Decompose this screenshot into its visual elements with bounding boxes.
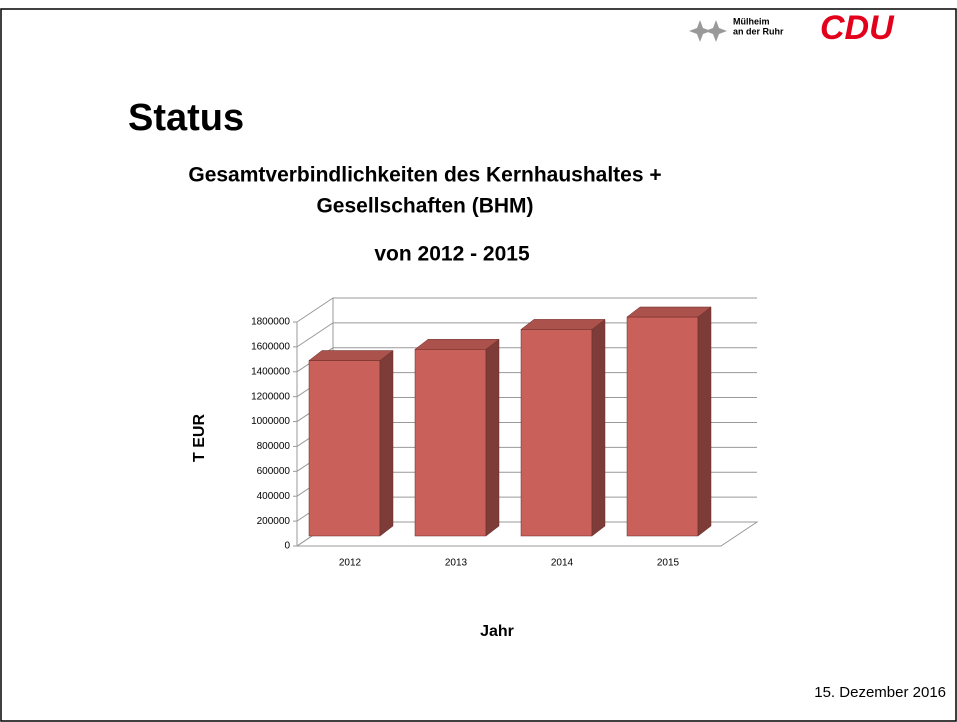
bar-side: [697, 306, 712, 537]
x-tick-label: 2013: [445, 558, 468, 569]
x-tick-label: 2012: [339, 558, 362, 569]
bar-side: [485, 338, 500, 537]
logo-city: Mülheim: [733, 16, 770, 26]
bar-side: [591, 318, 606, 537]
grid-line: [296, 322, 757, 348]
y-axis-label: T EUR: [191, 414, 208, 462]
bar-top: [414, 339, 500, 350]
chart-subtitle: von 2012 - 2015: [374, 243, 530, 266]
slide-date: 15. Dezember 2016: [814, 684, 946, 701]
x-tick-label: 2014: [551, 558, 574, 569]
y-tick-label: 1000000: [251, 416, 290, 427]
y-tick-label: 1800000: [251, 317, 290, 328]
bar-side: [379, 350, 394, 537]
slide-heading: Status: [128, 97, 244, 139]
y-tick-label: 1400000: [251, 366, 290, 377]
y-tick-label: 1200000: [251, 391, 290, 402]
logo-stars: [689, 20, 727, 42]
logo-party: CDU: [820, 9, 895, 47]
logo-city: an der Ruhr: [733, 26, 784, 36]
y-tick-label: 200000: [257, 516, 291, 527]
logo: Mülheim an der Ruhr CDU: [689, 9, 895, 47]
chart-title: Gesamtverbindlichkeiten des Kernhaushalt…: [188, 164, 661, 187]
chart-title: Gesellschaften (BHM): [316, 195, 533, 218]
bar-top: [308, 350, 394, 361]
bar: [520, 329, 593, 537]
x-axis-label: Jahr: [480, 623, 514, 640]
bar: [626, 316, 699, 537]
bar-top: [626, 306, 712, 318]
y-tick-label: 400000: [257, 491, 291, 502]
bar: [414, 349, 487, 537]
x-tick-label: 2015: [657, 558, 680, 569]
slide-border: [0, 8, 957, 722]
bar-top: [520, 319, 606, 330]
y-tick-label: 0: [284, 541, 290, 552]
y-tick-label: 1600000: [251, 342, 290, 353]
bar: [308, 360, 381, 537]
y-tick-label: 800000: [257, 441, 291, 452]
y-tick-label: 600000: [257, 466, 291, 477]
grid-line: [296, 297, 757, 323]
